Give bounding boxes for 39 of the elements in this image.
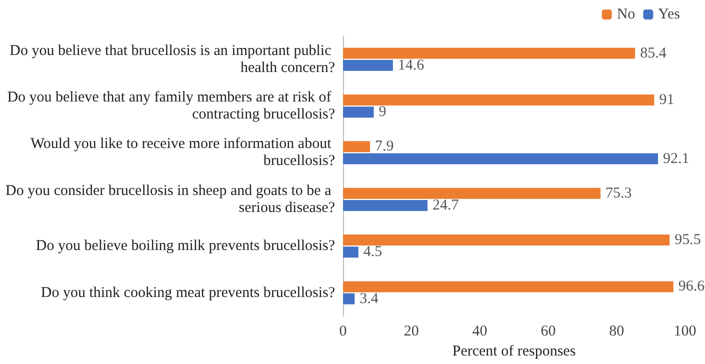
data-label: 85.4 bbox=[640, 45, 667, 62]
data-label: 91 bbox=[659, 92, 674, 108]
data-label: 75.3 bbox=[606, 185, 632, 202]
data-label: 4.5 bbox=[363, 244, 382, 260]
bar bbox=[343, 48, 636, 59]
bar bbox=[343, 153, 658, 164]
x-tick-label: 40 bbox=[472, 324, 488, 340]
x-tick-label: 60 bbox=[540, 324, 556, 340]
bar bbox=[343, 281, 674, 292]
y-tick-label: Do you believe that any family members are at risk of contracting brucellosis? bbox=[7, 90, 336, 123]
data-label: 95.5 bbox=[674, 232, 701, 248]
x-axis-title: Percent of responses bbox=[452, 344, 576, 360]
legend-label: No bbox=[616, 6, 636, 22]
y-tick-label: Do you believe that brucellosis is an important public health concern? bbox=[10, 42, 336, 76]
legend-label: Yes bbox=[658, 6, 680, 22]
x-tick-label: 80 bbox=[609, 324, 624, 340]
data-label: 3.4 bbox=[360, 290, 379, 307]
data-label: 24.7 bbox=[432, 197, 460, 214]
x-tick-label: 20 bbox=[404, 324, 419, 340]
data-label: 9 bbox=[378, 104, 386, 120]
bar bbox=[343, 106, 374, 118]
x-tick-label: 100 bbox=[674, 324, 696, 340]
y-tick-label: Do you consider brucellosis in sheep and goats to be a serious disease? bbox=[5, 182, 336, 216]
y-tick-label: Do you believe boiling milk prevents brucellosis? bbox=[36, 238, 336, 254]
bar bbox=[343, 188, 601, 199]
data-label: 14.6 bbox=[398, 57, 425, 74]
y-tick-label: Do you think cooking meat prevents brucellosis? bbox=[40, 284, 336, 301]
bar bbox=[343, 141, 370, 152]
bar bbox=[343, 293, 355, 304]
data-label: 92.1 bbox=[662, 150, 690, 167]
bar bbox=[343, 60, 393, 71]
y-tick-label: Would you like to receive more information about brucellosis? bbox=[30, 136, 336, 170]
bar bbox=[343, 94, 654, 106]
bar bbox=[343, 246, 358, 258]
x-tick-label: 0 bbox=[339, 324, 347, 340]
bar bbox=[343, 200, 428, 211]
data-label: 96.6 bbox=[678, 278, 705, 295]
bar bbox=[343, 234, 670, 246]
data-label: 7.9 bbox=[375, 138, 394, 155]
